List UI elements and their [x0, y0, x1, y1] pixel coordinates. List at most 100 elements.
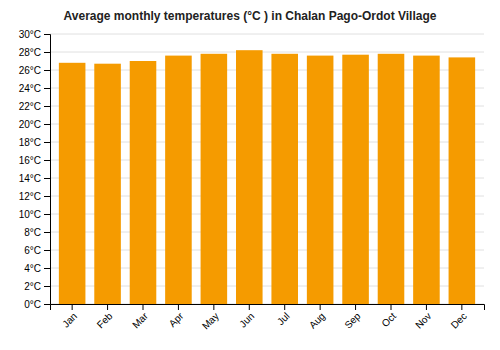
tick-mark [44, 178, 50, 179]
tick-label: 0°C [24, 299, 41, 310]
tick-label: 16°C [19, 155, 41, 166]
tick-label: 24°C [19, 83, 41, 94]
y-tick: 28°C [19, 47, 50, 58]
x-tick: Dec [449, 304, 469, 331]
tick-label: Feb [95, 310, 115, 330]
tick-mark [44, 304, 50, 305]
tick-label: 14°C [19, 173, 41, 184]
x-axis: Jan Feb Mar Apr May Jun Jul Aug Sep Oct Nov Dec [51, 304, 485, 332]
y-tick: 24°C [19, 83, 50, 94]
bar [307, 56, 334, 304]
tick-mark [461, 304, 462, 310]
tick-label: 2°C [24, 281, 41, 292]
tick-label: Sep [342, 310, 363, 331]
grid-line [50, 52, 484, 53]
tick-mark [249, 304, 250, 310]
tick-mark [213, 304, 214, 310]
bar [449, 57, 476, 304]
tick-mark [44, 160, 50, 161]
y-tick: 2°C [24, 281, 50, 292]
bar [236, 50, 263, 304]
y-tick: 12°C [19, 191, 50, 202]
y-tick: 4°C [24, 263, 50, 274]
x-tick: Aug [307, 304, 327, 331]
tick-mark [44, 250, 50, 251]
x-tick: Sep [342, 304, 363, 331]
tick-label: Jan [60, 310, 79, 329]
y-tick: 20°C [19, 119, 50, 130]
tick-label: 4°C [24, 263, 41, 274]
tick-label: 22°C [19, 101, 41, 112]
tick-mark [320, 304, 321, 310]
bar [94, 64, 121, 304]
tick-mark [44, 142, 50, 143]
tick-mark [44, 88, 50, 89]
bar [271, 54, 298, 304]
x-tick: Jun [237, 304, 256, 330]
x-tick: Jul [275, 304, 292, 327]
tick-label: Nov [413, 310, 433, 330]
tick-mark [44, 268, 50, 269]
tick-mark [44, 106, 50, 107]
bar [413, 56, 440, 304]
tick-label: Mar [130, 310, 150, 330]
x-tick: May [200, 304, 221, 332]
tick-label: 10°C [19, 209, 41, 220]
y-tick: 14°C [19, 173, 50, 184]
x-tick: Feb [95, 304, 115, 330]
tick-label: Jun [237, 310, 256, 329]
tick-mark [426, 304, 427, 310]
x-tick: Mar [130, 304, 150, 330]
tick-label: 26°C [19, 65, 41, 76]
tick-label: 6°C [24, 245, 41, 256]
tick-label: Dec [449, 310, 469, 330]
tick-mark [72, 304, 73, 310]
axis-line [44, 35, 51, 305]
tick-mark [44, 286, 50, 287]
bar [378, 54, 405, 304]
tick-mark [44, 52, 50, 53]
tick-label: Apr [167, 310, 186, 329]
bar [130, 61, 157, 304]
tick-mark [44, 70, 50, 71]
tick-label: Jul [275, 310, 292, 327]
plot-area: 0°C 2°C 4°C 6°C 8°C 10°C 12°C 14°C 16°C 18°C 20°C 2… [19, 29, 485, 332]
tick-label: 8°C [24, 227, 41, 238]
x-tick: Apr [167, 304, 186, 329]
bar [165, 56, 192, 304]
tick-mark [44, 34, 50, 35]
tick-mark [44, 232, 50, 233]
grid-line [50, 34, 484, 35]
tick-mark [284, 304, 285, 310]
tick-mark [44, 124, 50, 125]
tick-mark [143, 304, 144, 310]
bar [201, 54, 228, 304]
tick-label: 28°C [19, 47, 41, 58]
y-tick: 0°C [24, 299, 50, 310]
bars [59, 50, 475, 304]
tick-mark [178, 304, 179, 310]
bar [59, 63, 86, 304]
tick-label: 18°C [19, 137, 41, 148]
y-tick: 16°C [19, 155, 50, 166]
y-axis: 0°C 2°C 4°C 6°C 8°C 10°C 12°C 14°C 16°C 18°C 20°C 2… [19, 29, 51, 310]
tick-mark [355, 304, 356, 310]
tick-mark [391, 304, 392, 310]
axis-line [51, 305, 485, 311]
y-tick: 30°C [19, 29, 50, 40]
grid [50, 34, 484, 304]
tick-mark [107, 304, 108, 310]
x-tick: Nov [413, 304, 433, 331]
y-tick: 26°C [19, 65, 50, 76]
y-tick: 8°C [24, 227, 50, 238]
y-tick: 18°C [19, 137, 50, 148]
tick-label: 20°C [19, 119, 41, 130]
bar [342, 55, 369, 304]
chart-svg: Average monthly temperatures (°C ) in Ch… [0, 0, 500, 350]
chart-container: Average monthly temperatures (°C ) in Ch… [0, 0, 500, 350]
tick-mark [44, 196, 50, 197]
tick-label: May [200, 310, 221, 331]
tick-mark [44, 214, 50, 215]
tick-label: Aug [307, 310, 327, 330]
tick-label: Oct [379, 310, 398, 329]
